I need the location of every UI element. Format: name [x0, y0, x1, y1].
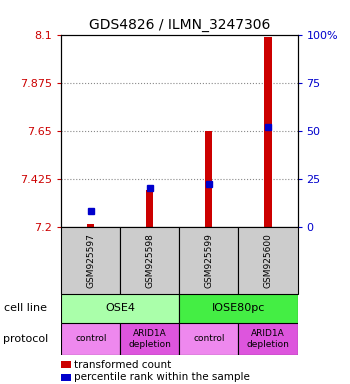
Bar: [120, 323, 179, 355]
Bar: [87, 224, 95, 227]
Text: GSM925597: GSM925597: [86, 233, 95, 288]
Title: GDS4826 / ILMN_3247306: GDS4826 / ILMN_3247306: [89, 18, 270, 32]
Text: control: control: [75, 334, 106, 343]
Bar: [265, 37, 272, 227]
Bar: [180, 323, 238, 355]
Text: OSE4: OSE4: [105, 303, 135, 313]
Bar: [238, 227, 298, 294]
Text: GSM925599: GSM925599: [204, 233, 214, 288]
Text: transformed count: transformed count: [74, 360, 172, 370]
Bar: [180, 294, 298, 323]
Text: protocol: protocol: [4, 334, 49, 344]
Text: IOSE80pc: IOSE80pc: [212, 303, 265, 313]
Text: percentile rank within the sample: percentile rank within the sample: [74, 372, 250, 382]
Bar: [61, 323, 120, 355]
Bar: [61, 294, 180, 323]
Text: ARID1A
depletion: ARID1A depletion: [246, 329, 289, 349]
Text: GSM925598: GSM925598: [145, 233, 154, 288]
Text: ARID1A
depletion: ARID1A depletion: [128, 329, 171, 349]
Bar: [61, 227, 120, 294]
Text: GSM925600: GSM925600: [264, 233, 272, 288]
Bar: [120, 227, 179, 294]
Bar: [205, 131, 212, 227]
Text: control: control: [193, 334, 225, 343]
Bar: [146, 190, 153, 227]
Bar: [238, 323, 298, 355]
Bar: [180, 227, 238, 294]
Text: cell line: cell line: [4, 303, 47, 313]
